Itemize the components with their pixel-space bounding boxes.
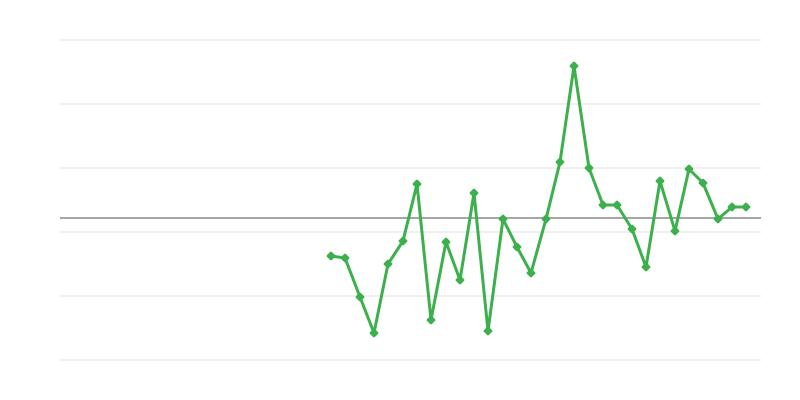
data-point-markers xyxy=(326,61,751,338)
series-line xyxy=(329,64,748,335)
gridlines xyxy=(60,39,761,361)
